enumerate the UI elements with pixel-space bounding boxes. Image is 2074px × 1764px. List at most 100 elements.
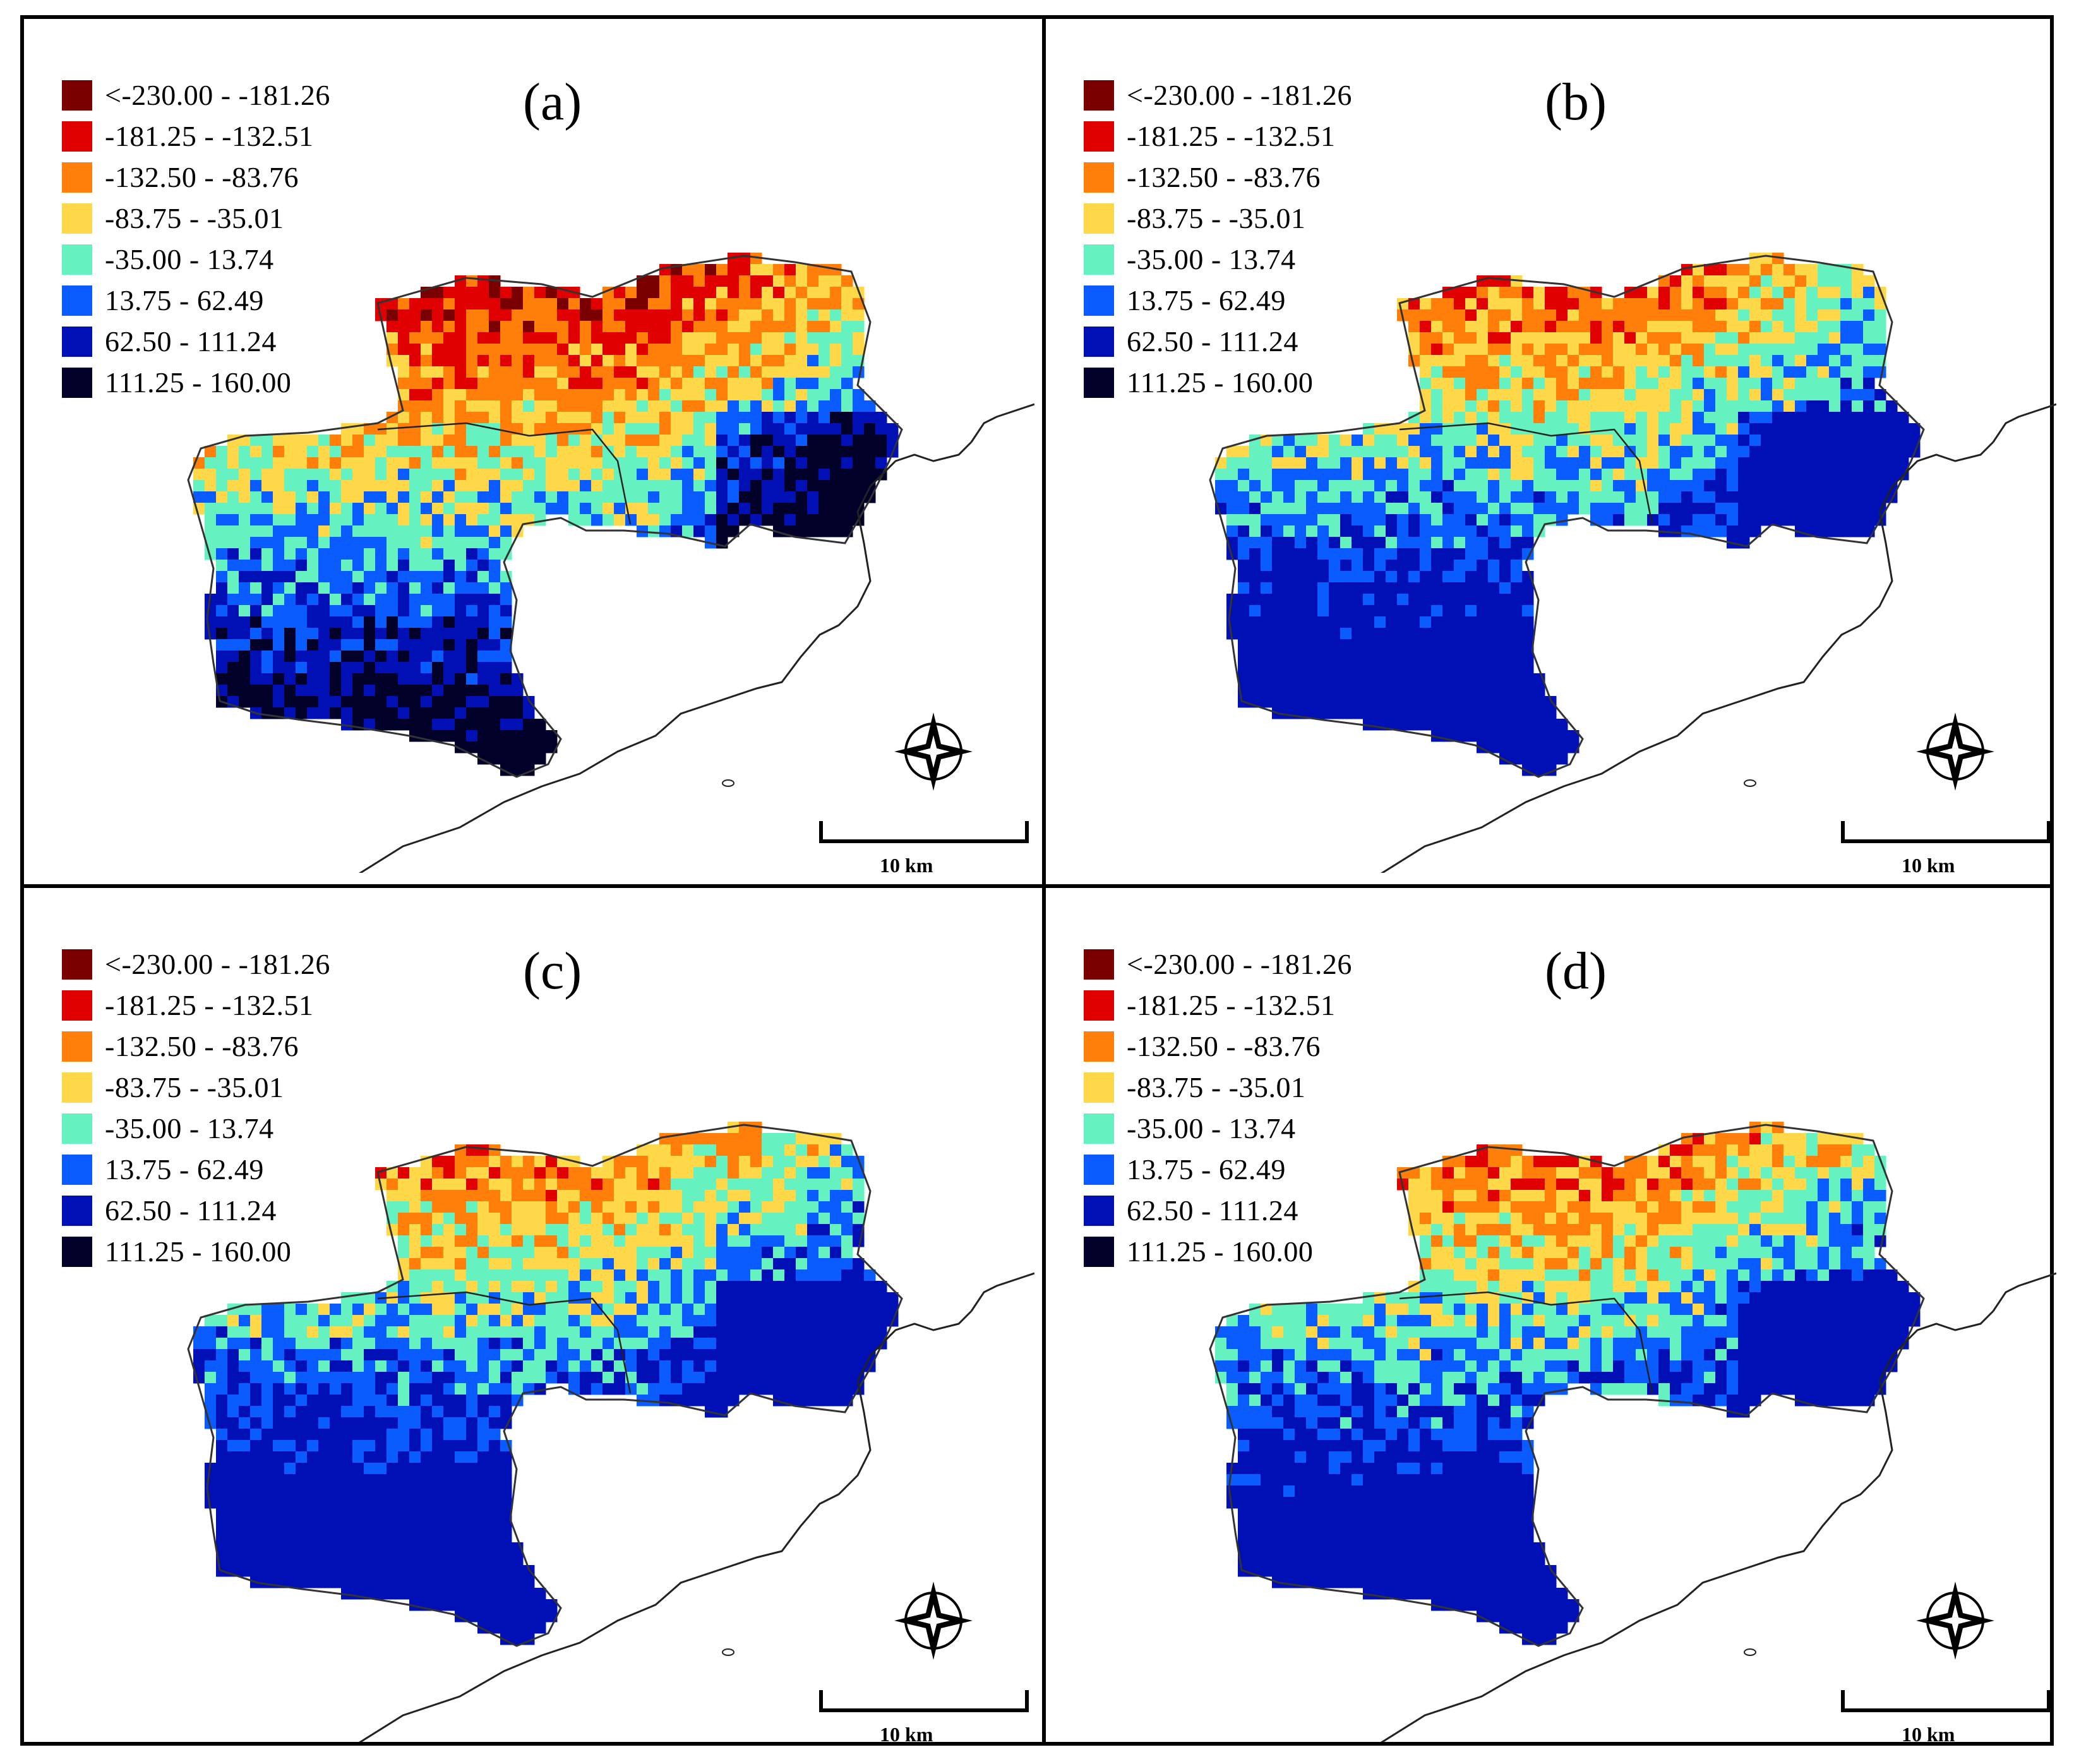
- raster-cell: [239, 1429, 251, 1441]
- raster-cell: [523, 287, 535, 299]
- raster-cell: [330, 651, 342, 663]
- raster-cell: [534, 412, 546, 424]
- raster-cell: [1488, 491, 1500, 503]
- raster-cell: [614, 332, 626, 344]
- raster-cell: [1454, 400, 1466, 412]
- raster-cell: [375, 1508, 387, 1520]
- raster-cell: [500, 366, 512, 378]
- raster-cell: [1783, 514, 1795, 526]
- raster-cell: [830, 332, 842, 344]
- raster-cell: [716, 321, 728, 333]
- raster-cell: [1783, 298, 1795, 310]
- raster-cell: [307, 548, 319, 560]
- raster-cell: [534, 298, 546, 310]
- raster-cell: [682, 344, 694, 356]
- raster-cell: [1806, 514, 1818, 526]
- raster-cell: [1829, 321, 1841, 333]
- raster-cell: [1533, 287, 1545, 299]
- raster-cell: [375, 582, 387, 594]
- raster-cell: [421, 1406, 433, 1418]
- raster-cell: [364, 560, 376, 572]
- raster-cell: [1556, 344, 1568, 356]
- raster-cell: [432, 1179, 444, 1191]
- raster-cell: [1238, 457, 1250, 469]
- raster-cell: [773, 1235, 785, 1247]
- raster-cell: [1442, 582, 1454, 594]
- raster-cell: [841, 298, 853, 310]
- raster-cell: [648, 469, 660, 481]
- raster-cell: [1465, 628, 1477, 640]
- raster-cell: [409, 1179, 421, 1191]
- raster-cell: [580, 400, 592, 412]
- raster-cell: [352, 1542, 364, 1554]
- raster-cell: [1658, 1156, 1670, 1168]
- legend-item: -83.75 - -35.01: [62, 1067, 330, 1108]
- raster-cell: [637, 298, 649, 310]
- raster-cell: [500, 1304, 512, 1316]
- raster-cell: [284, 1429, 296, 1441]
- raster-cell: [1761, 423, 1773, 435]
- raster-cell: [216, 1463, 228, 1475]
- raster-cell: [375, 662, 387, 674]
- raster-cell: [671, 1326, 683, 1338]
- raster-cell: [375, 1326, 387, 1338]
- raster-cell: [512, 1372, 524, 1384]
- legend-label: 62.50 - 111.24: [105, 325, 277, 357]
- raster-cell: [546, 446, 558, 458]
- raster-cell: [705, 1235, 717, 1247]
- raster-cell: [750, 446, 762, 458]
- raster-cell: [489, 287, 501, 299]
- raster-cell: [796, 355, 808, 367]
- raster-cell: [762, 1338, 774, 1350]
- raster-cell: [1397, 685, 1409, 697]
- raster-cell: [318, 480, 330, 492]
- raster-cell: [1374, 446, 1386, 458]
- raster-cell: [239, 582, 251, 594]
- raster-cell: [1249, 639, 1261, 651]
- raster-cell: [432, 685, 444, 697]
- raster-cell: [1420, 378, 1432, 390]
- raster-cell: [1567, 730, 1579, 742]
- raster-cell: [1772, 1133, 1784, 1145]
- raster-cell: [466, 741, 478, 753]
- raster-cell: [1818, 412, 1830, 424]
- raster-cell: [1272, 537, 1284, 549]
- raster-cell: [443, 730, 455, 742]
- raster-cell: [773, 1304, 785, 1316]
- raster-cell: [637, 389, 649, 401]
- raster-cell: [1829, 1156, 1841, 1168]
- raster-cell: [1897, 446, 1909, 458]
- raster-cell: [443, 594, 455, 606]
- raster-cell: [1477, 287, 1489, 299]
- raster-cell: [1783, 435, 1795, 447]
- raster-cell: [614, 1213, 626, 1225]
- raster-cell: [227, 1474, 239, 1486]
- raster-cell: [693, 503, 705, 515]
- raster-cell: [489, 605, 501, 617]
- raster-cell: [205, 480, 217, 492]
- raster-cell: [659, 423, 671, 435]
- raster-cell: [466, 1554, 478, 1566]
- raster-cell: [1386, 582, 1398, 594]
- raster-cell: [250, 1451, 262, 1463]
- raster-cell: [1522, 741, 1534, 753]
- legend-item: 62.50 - 111.24: [62, 321, 330, 362]
- raster-cell: [1397, 628, 1409, 640]
- raster-cell: [250, 1395, 262, 1407]
- raster-cell: [250, 605, 262, 617]
- raster-cell: [546, 366, 558, 378]
- raster-cell: [1693, 378, 1705, 390]
- raster-cell: [1295, 514, 1307, 526]
- raster-cell: [1454, 344, 1466, 356]
- raster-cell: [284, 525, 296, 537]
- raster-cell: [1306, 446, 1318, 458]
- raster-cell: [250, 1440, 262, 1452]
- raster-cell: [1431, 480, 1443, 492]
- raster-cell: [648, 1269, 660, 1281]
- raster-cell: [1795, 332, 1807, 344]
- raster-cell: [807, 1247, 819, 1259]
- raster-cell: [1738, 435, 1750, 447]
- raster-cell: [1329, 673, 1341, 685]
- raster-cell: [455, 571, 467, 583]
- raster-cell: [796, 1235, 808, 1247]
